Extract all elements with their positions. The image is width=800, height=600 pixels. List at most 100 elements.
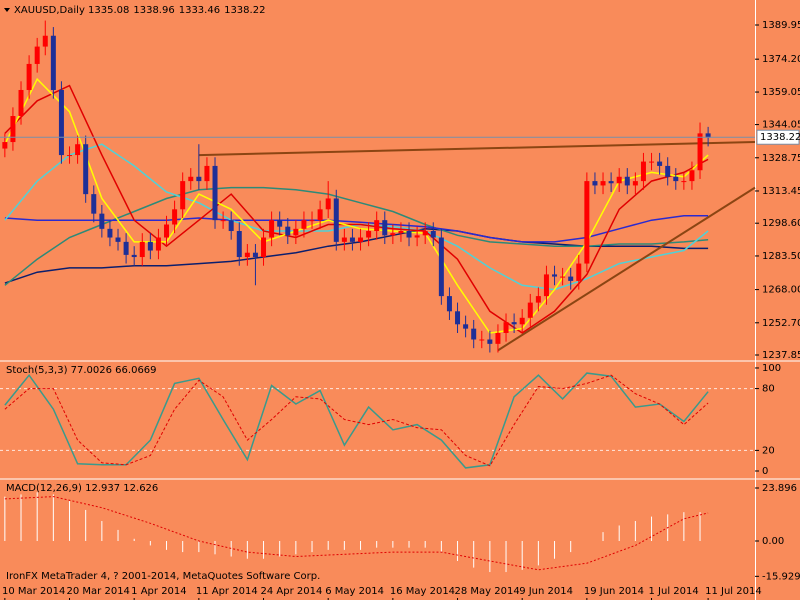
candle-body	[503, 322, 509, 333]
candle-body	[58, 89, 64, 156]
candle-body	[681, 181, 687, 183]
candle-body	[2, 142, 8, 149]
candle-body	[325, 198, 331, 210]
candle-body	[180, 181, 186, 210]
candle-body	[139, 241, 145, 258]
candle-body	[83, 144, 89, 195]
candle-body	[18, 89, 24, 117]
symbol-label: XAUUSD,Daily	[14, 5, 85, 16]
candle-body	[131, 254, 137, 258]
y-tick-label: 1237.85	[762, 350, 800, 361]
candle-body	[382, 220, 388, 236]
candle-body	[123, 241, 129, 255]
candle-body	[204, 165, 210, 182]
candle-body	[519, 317, 525, 325]
y-tick-label: 1283.50	[762, 251, 800, 262]
candle-body	[228, 220, 234, 232]
y-tick-label: 1374.20	[762, 54, 800, 65]
macd-signal	[4, 496, 709, 571]
x-tick-label: 28 May 2014	[455, 586, 520, 597]
candle-body	[244, 252, 250, 258]
candle-body	[576, 263, 582, 281]
candle-body	[358, 237, 364, 242]
candle-body	[673, 176, 679, 182]
candle-body	[535, 296, 541, 303]
candle-body	[285, 226, 291, 236]
candle-body	[293, 228, 299, 236]
candle-body	[471, 328, 477, 340]
candle-body	[592, 181, 598, 186]
ohlc-value: 1335.08	[88, 5, 129, 16]
candle-body	[366, 231, 372, 238]
ohlc-value: 1338.22	[224, 5, 265, 16]
candle-body	[657, 161, 663, 166]
candle-body	[261, 237, 267, 258]
candle-body	[511, 322, 517, 325]
y-tick-label: -15.929	[762, 571, 800, 582]
trendline	[198, 141, 756, 157]
candle-body	[75, 144, 81, 156]
y-tick-label: 1328.75	[762, 153, 800, 164]
candle-body	[220, 220, 226, 222]
x-tick-label: 11 Apr 2014	[196, 586, 258, 597]
y-tick-label: 1252.70	[762, 318, 800, 329]
x-tick-label: 1 Jul 2014	[649, 586, 699, 597]
candle-body	[349, 237, 355, 242]
candle-body	[147, 241, 153, 251]
menu-arrow[interactable]	[4, 8, 10, 12]
candle-body	[487, 339, 493, 344]
candle-body	[333, 198, 339, 242]
candle-body	[495, 332, 501, 344]
candle-body	[568, 276, 574, 281]
ohlc-value: 1338.96	[133, 5, 174, 16]
candle-body	[252, 252, 258, 258]
candle-body	[50, 35, 56, 90]
candle-body	[422, 231, 428, 236]
candle-body	[26, 63, 32, 90]
current-price-label: 1338.22	[760, 132, 800, 143]
candle-body	[552, 274, 558, 277]
candle-body	[164, 224, 170, 238]
candle-body	[301, 220, 307, 229]
y-tick-label: 100	[762, 363, 781, 374]
x-tick-label: 20 Mar 2014	[67, 586, 130, 597]
candle-body	[616, 176, 622, 184]
candle-body	[277, 220, 283, 227]
x-tick-label: 19 Jun 2014	[584, 586, 644, 597]
y-tick-label: 1313.45	[762, 186, 800, 197]
candle-body	[649, 161, 655, 163]
trendline	[497, 186, 756, 352]
current-price-box	[756, 129, 800, 145]
candle-body	[390, 233, 396, 236]
candle-body	[584, 181, 590, 264]
candle-body	[479, 339, 485, 341]
y-tick-label: 1389.95	[762, 20, 800, 31]
y-tick-label: 20	[762, 445, 775, 456]
y-tick-label: 80	[762, 384, 775, 395]
candle-body	[91, 194, 97, 214]
candle-body	[463, 324, 469, 329]
x-tick-label: 6 May 2014	[325, 586, 384, 597]
candle-body	[608, 181, 614, 184]
y-tick-label: 1344.05	[762, 120, 800, 131]
candle-body	[430, 231, 436, 238]
candle-body	[236, 231, 242, 258]
y-tick-label: 0.00	[762, 536, 784, 547]
stochastic-line	[4, 374, 709, 467]
y-tick-label: 23.896	[762, 483, 797, 494]
candle-body	[155, 237, 161, 251]
candle-body	[269, 220, 275, 238]
candle-body	[374, 220, 380, 232]
candle-body	[317, 209, 323, 221]
candle-body	[543, 274, 549, 297]
y-tick-label: 1268.00	[762, 285, 800, 296]
candle-body	[446, 296, 452, 312]
y-tick-label: 1298.60	[762, 218, 800, 229]
moving-average	[4, 77, 709, 334]
copyright: IronFX MetaTrader 4, ? 2001-2014, MetaQu…	[6, 571, 320, 582]
candle-body	[414, 235, 420, 238]
moving-average	[4, 186, 709, 286]
ohlc-value: 1333.46	[179, 5, 220, 16]
